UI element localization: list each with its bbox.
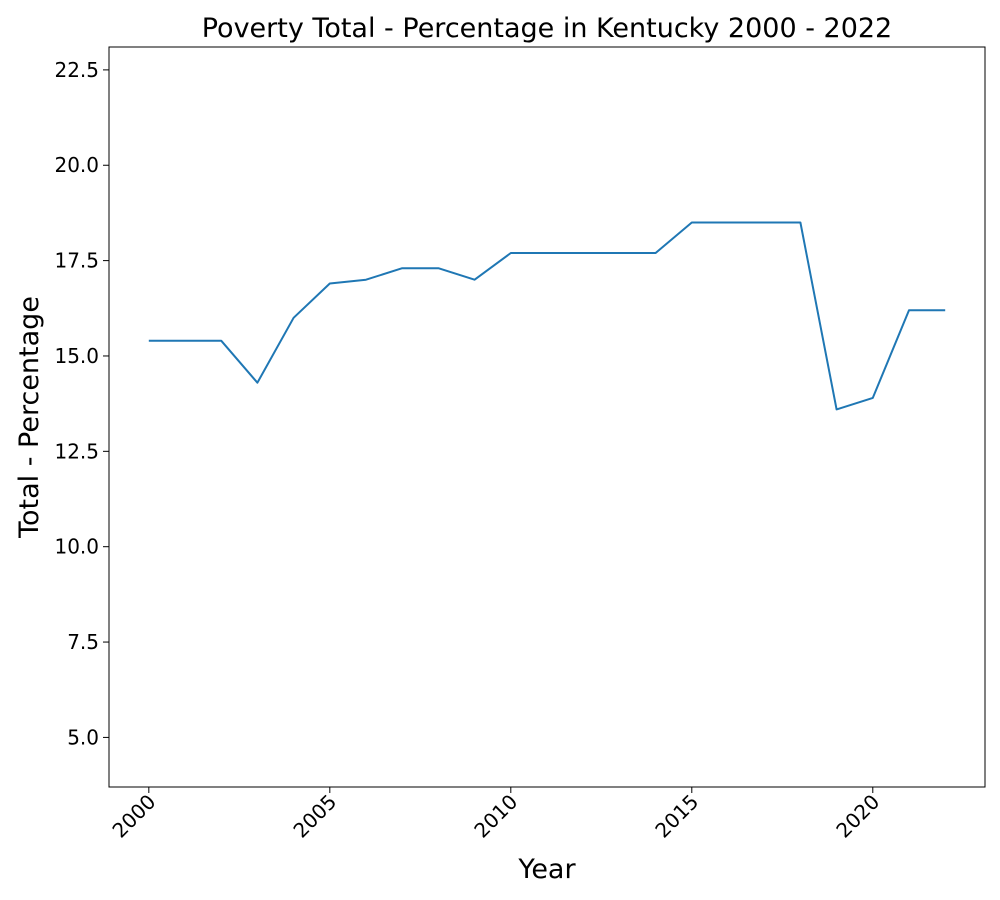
y-tick-label: 17.5: [54, 249, 99, 273]
y-axis: 5.0 7.5 10.0 12.5 15.0 17.5 20.0 22.5: [54, 58, 109, 749]
x-tick-label: 2000: [107, 790, 160, 843]
y-tick-label: 12.5: [54, 439, 99, 463]
y-tick-label: 10.0: [54, 535, 99, 559]
x-axis-label: Year: [517, 854, 576, 885]
plot-series: [148, 221, 946, 411]
plot-frame: [108, 46, 986, 788]
y-tick-label: 7.5: [67, 630, 99, 654]
x-tick-label: 2005: [288, 790, 341, 843]
x-tick-label: 2015: [650, 790, 703, 843]
y-tick-label: 15.0: [54, 344, 99, 368]
y-tick-label: 5.0: [67, 725, 99, 749]
chart-title: Poverty Total - Percentage in Kentucky 2…: [202, 13, 893, 44]
x-tick-label: 2020: [831, 790, 884, 843]
x-axis: 2000 2005 2010 2015 2020: [107, 787, 884, 843]
y-axis-label: Total - Percentage: [14, 296, 45, 539]
series-line: [148, 221, 946, 411]
x-tick-label: 2010: [469, 790, 522, 843]
y-tick-label: 20.0: [54, 153, 99, 177]
y-tick-label: 22.5: [54, 58, 99, 82]
